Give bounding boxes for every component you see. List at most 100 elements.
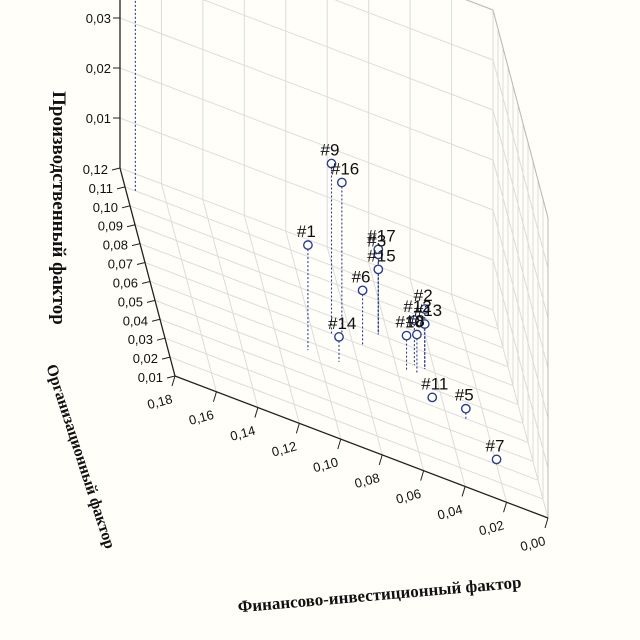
data-point [336,177,347,188]
data-point [326,158,337,169]
y-tick-label: 0,06 [113,275,138,290]
y-tick-mark [151,318,161,322]
x-tick-mark [337,438,342,450]
y-tick-mark [116,186,126,190]
x-axis-title: Финансово-инвестиционный фактор [237,573,522,617]
x-tick-label: 0,04 [436,502,464,523]
box-edge [465,0,494,11]
x-tick-mark [503,502,508,513]
y-tick-mark [111,167,121,171]
x-tick-label: 0,12 [270,438,298,459]
data-point [411,329,422,340]
back-wall-grid-line [333,0,494,61]
y-tick-label: 0,03 [128,332,153,347]
data-point [303,240,313,250]
side-wall-grid-line [492,59,549,269]
floor-grid-line [202,199,259,408]
data-point [460,403,471,414]
y-tick-mark [166,375,176,379]
y-tick-label: 0,04 [123,313,148,328]
floor-grid-line [326,246,383,456]
floor-grid-line [451,294,508,503]
data-points [303,158,502,465]
drop-lines [134,0,498,465]
floor-grid-line [129,205,504,349]
floor-grid-line [159,318,534,462]
floor-grid-line [139,243,514,387]
data-point [409,315,420,326]
data-point [427,392,438,403]
y-tick-mark [136,262,146,266]
floor-grid-line [492,309,549,519]
x-tick-label: 0,02 [477,517,505,538]
floor-grid-line [154,299,529,443]
floor-grid-line [243,215,300,424]
box-edge [492,9,549,219]
point-label: #6 [352,267,371,286]
y-tick-label: 0,05 [118,294,143,309]
x-tick-mark [420,470,425,481]
point-label: #2 [414,286,433,305]
point-label: #10 [396,313,424,332]
x-tick-mark [212,391,217,402]
side-wall-grid-line [492,209,549,419]
point-label: #9 [321,141,340,160]
y-tick-label: 0,01 [138,370,163,385]
point-label: #5 [455,386,474,405]
back-wall-grid-line [202,0,494,111]
side-wall-grid-line [492,259,549,469]
side-wall-grid-line [492,109,549,319]
point-label: #13 [414,301,442,320]
side-wall-grid-line [492,159,549,369]
y-tick-mark [121,205,131,209]
y-tick-label: 0,08 [103,238,128,253]
floor-grid-line [169,356,544,500]
point-label: #3 [367,231,386,250]
data-point [419,304,430,314]
y-tick-mark [161,356,171,360]
x-tick-mark [461,486,466,497]
floor-grid-line [160,183,217,392]
x-tick-mark [378,454,383,466]
tick-labels: 0,00 0,02 0,04 0,06 0,08 0,10 0,12 0,14 0,16 0,18… [83,11,547,554]
x-tick-label: 0,18 [146,391,174,412]
data-point [419,319,430,329]
y-axis-line [119,167,176,377]
x-tick-mark [295,423,300,434]
x-tick-label: 0,10 [311,454,339,475]
data-point [357,285,368,296]
x-tick-label: 0,08 [353,470,381,491]
floor-grid-line [368,262,425,471]
point-label: #16 [331,159,359,178]
y-tick-label: 0,12 [83,162,108,177]
point-label: #15 [367,246,395,265]
point-label: #14 [328,314,356,333]
point-label: #7 [486,436,505,455]
z-axis-title: Производственный фактор [48,91,69,325]
z-tick-label: 0,03 [86,11,111,26]
y-tick-label: 0,10 [93,200,118,215]
data-point [373,244,384,255]
point-label: #8 [406,312,425,331]
floor-grid-line [164,337,539,481]
y-tick-mark [131,243,141,247]
back-wall-grid-line [465,0,494,11]
x-tick-label: 0,00 [519,533,547,554]
point-label: #1 [297,222,316,241]
floor-grid-line [409,278,466,487]
data-point [334,332,344,342]
y-tick-label: 0,09 [98,219,123,234]
point-label: #12 [403,297,431,316]
z-tick-label: 0,01 [86,111,111,126]
y-tick-mark [156,337,166,341]
y-tick-label: 0,07 [108,257,133,272]
floor-grid-line [124,186,499,330]
x-tick-label: 0,06 [394,486,422,507]
y-tick-label: 0,11 [89,181,113,196]
back-wall-grid-line [119,17,494,161]
y-axis-title: Организационный фактор [42,362,118,551]
x-tick-mark [171,375,176,387]
x-tick-mark [254,407,259,418]
y-tick-label: 0,02 [133,351,158,366]
